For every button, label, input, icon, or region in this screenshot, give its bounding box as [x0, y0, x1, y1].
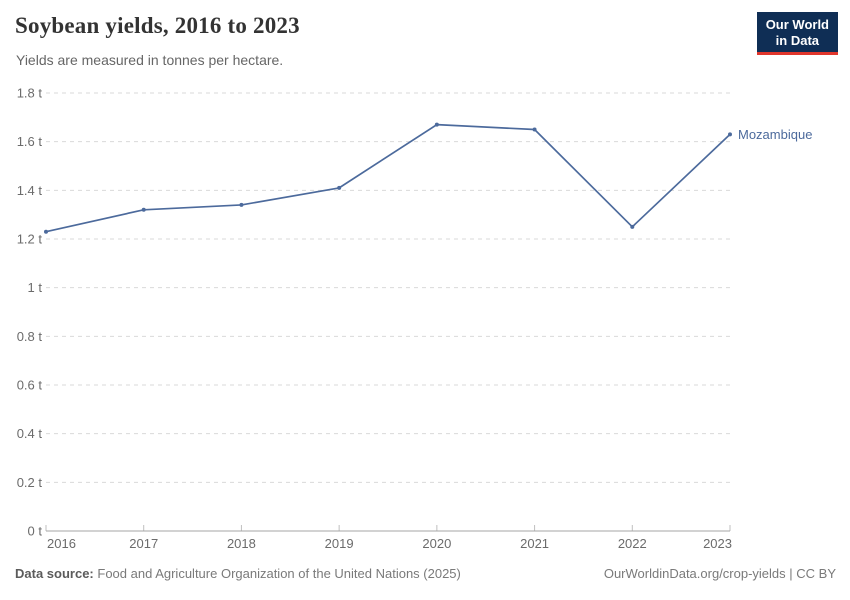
page-title: Soybean yields, 2016 to 2023: [15, 13, 300, 38]
data-point[interactable]: [434, 122, 439, 127]
y-tick-label: 0 t: [28, 524, 43, 539]
x-tick-label: 2019: [325, 536, 354, 551]
x-tick-label: 2020: [422, 536, 451, 551]
y-tick-label: 0.6 t: [17, 378, 43, 393]
footer-source-label: Data source:: [15, 566, 94, 581]
data-point[interactable]: [44, 229, 48, 234]
y-tick-label: 1.8 t: [17, 86, 43, 101]
page-subtitle: Yields are measured in tonnes per hectar…: [16, 52, 284, 68]
x-tick-label: 2023: [703, 536, 732, 551]
y-tick-label: 0.2 t: [17, 475, 43, 490]
y-tick-label: 0.8 t: [17, 329, 43, 344]
x-tick-label: 2018: [227, 536, 256, 551]
data-point[interactable]: [532, 127, 537, 132]
x-tick-label: 2021: [520, 536, 549, 551]
y-tick-label: 1.2 t: [17, 232, 43, 247]
data-point[interactable]: [141, 207, 146, 212]
chart-canvas[interactable]: 0 t 0.2 t 0.4 t 0.6 t 0.8 t 1 t 1.2 t 1.4 t 1.6 …: [0, 72, 850, 552]
data-point[interactable]: [728, 132, 732, 137]
y-tick-label: 1.6 t: [17, 134, 43, 149]
series-label[interactable]: Mozambique: [738, 127, 812, 142]
y-tick-label: 0.4 t: [17, 426, 43, 441]
footer-link[interactable]: OurWorldinData.org/crop-yields | CC BY: [603, 566, 836, 581]
series-line[interactable]: [45, 123, 731, 233]
data-point[interactable]: [239, 202, 244, 207]
owid-logo-line1: Our World: [765, 17, 829, 32]
data-point[interactable]: [337, 185, 342, 190]
footer-source: Data source: Food and Agriculture Organi…: [15, 566, 461, 581]
x-tick-label: 2017: [129, 536, 158, 551]
y-tick-label: 1.4 t: [17, 183, 43, 198]
data-point[interactable]: [630, 224, 635, 229]
x-tick-label: 2022: [618, 536, 647, 551]
y-tick-label: 1 t: [28, 280, 43, 295]
owid-logo[interactable]: Our World in Data: [756, 12, 838, 56]
footer-source-text: Food and Agriculture Organization of the…: [97, 566, 461, 581]
owid-logo-line2: in Data: [775, 32, 820, 48]
x-tick-label: 2016: [47, 536, 76, 551]
